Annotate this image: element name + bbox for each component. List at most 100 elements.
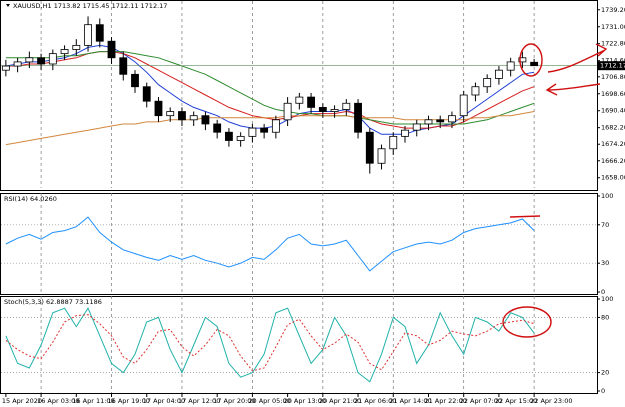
- candle-body: [424, 119, 433, 125]
- y-tick-label: 80: [601, 313, 609, 321]
- y-tick-label: 100: [601, 295, 613, 303]
- annotation-arrow: [547, 43, 608, 73]
- x-tick-label: 20 Apr 05:00: [248, 397, 290, 405]
- y-tick-label: 30: [601, 259, 609, 267]
- candle-body: [72, 44, 81, 50]
- candle-body: [37, 57, 46, 65]
- x-tick-label: 16 Apr 03:00: [37, 397, 79, 405]
- y-tick-label: 1698.60: [601, 90, 625, 98]
- x-tick-label: 21 Apr 14:00: [389, 397, 431, 405]
- candle-body: [389, 135, 398, 150]
- main-title: XAUUSD,H1 1713.82 1715.45 1712.11 1712.1…: [13, 2, 167, 10]
- stoch-panel: [0, 296, 598, 394]
- candle-body: [131, 73, 139, 88]
- candle-body: [271, 119, 280, 133]
- y-tick-label: 1714.60: [601, 57, 625, 65]
- annotation-circle: [502, 306, 552, 338]
- indicator-line: [5, 307, 535, 383]
- candle-body: [1, 65, 10, 71]
- x-tick-label: 17 Apr 12:00: [178, 397, 220, 405]
- y-tick-label: 100: [601, 192, 613, 200]
- stoch-title: Stoch(5,3,3) 62.8887 73.1186: [4, 298, 102, 306]
- y-tick-label: 1658.00: [601, 174, 625, 182]
- annotation-arrow: [545, 83, 601, 96]
- candle-body: [377, 148, 386, 164]
- rsi-panel: [0, 193, 598, 295]
- candle-body: [260, 127, 269, 133]
- candle-body: [506, 61, 515, 71]
- candle-body: [295, 96, 304, 104]
- y-tick-label: 1731.00: [601, 23, 625, 31]
- candle-body: [248, 127, 257, 137]
- candle-body: [283, 102, 292, 121]
- x-tick-label: 20 Apr 21:00: [319, 397, 361, 405]
- candle-body: [142, 86, 151, 102]
- indicator-line: [5, 216, 535, 272]
- candle-body: [48, 53, 57, 65]
- candle-body: [518, 57, 527, 63]
- annotation-line: [509, 215, 541, 218]
- x-tick-label: 16 Apr 19:00: [108, 397, 150, 405]
- candle-body: [13, 61, 22, 67]
- y-tick-label: 1739.20: [601, 6, 625, 14]
- y-tick-label: 1706.80: [601, 73, 625, 81]
- x-tick-label: 15 Apr 2020: [2, 397, 42, 405]
- candle-body: [448, 115, 456, 123]
- y-tick-label: 20: [601, 369, 609, 377]
- candle-body: [84, 24, 92, 46]
- candle-body: [459, 94, 468, 117]
- candle-body: [401, 129, 409, 137]
- candle-body: [412, 123, 421, 131]
- candle-body: [365, 131, 374, 164]
- x-tick-label: 22 Apr 07:00: [460, 397, 502, 405]
- candle-body: [307, 96, 316, 108]
- candle-body: [236, 135, 245, 141]
- y-tick-label: 1690.40: [601, 107, 625, 115]
- candle-body: [436, 119, 445, 123]
- y-tick-label: 70: [601, 221, 609, 229]
- annotation-circle: [519, 43, 543, 77]
- candle-body: [354, 102, 362, 133]
- x-tick-label: 16 Apr 11:00: [72, 397, 114, 405]
- x-tick-label: 17 Apr 04:00: [143, 397, 185, 405]
- candle-body: [471, 86, 480, 96]
- candle-body: [166, 111, 175, 117]
- price-tag-bg: [598, 61, 625, 71]
- x-tick-label: 21 Apr 06:00: [354, 397, 396, 405]
- candle-body: [60, 49, 69, 55]
- candle-body: [530, 61, 539, 67]
- x-tick-label: 21 Apr 22:00: [424, 397, 466, 405]
- main-panel: [0, 0, 598, 191]
- indicator-line: [5, 111, 535, 146]
- candle-body: [483, 78, 492, 88]
- x-tick-label: 22 Apr 15:00: [495, 397, 537, 405]
- y-tick-label: 1682.20: [601, 124, 625, 132]
- candle-body: [25, 57, 34, 63]
- candle-body: [178, 111, 186, 121]
- rsi-title: RSI(14) 64.0260: [4, 195, 57, 203]
- indicator-line: [5, 44, 535, 135]
- y-tick-label: 1666.20: [601, 157, 625, 165]
- candle-body: [201, 115, 210, 125]
- y-tick-label: 1722.80: [601, 40, 625, 48]
- indicator-line: [5, 314, 535, 372]
- candle-body: [213, 123, 222, 133]
- x-tick-label: 20 Apr 13:00: [284, 397, 326, 405]
- x-tick-label: 17 Apr 20:00: [213, 397, 255, 405]
- candle-body: [119, 57, 128, 75]
- y-tick-label: 0: [601, 387, 605, 395]
- candle-body: [224, 131, 233, 141]
- y-tick-label: 1674.20: [601, 140, 625, 148]
- x-tick-label: 22 Apr 23:00: [530, 397, 572, 405]
- candle-body: [107, 40, 116, 59]
- candle-body: [330, 109, 339, 112]
- candle-body: [95, 24, 104, 42]
- indicator-line: [5, 51, 535, 125]
- candle-body: [154, 100, 163, 117]
- candle-body: [342, 102, 351, 110]
- candle-body: [494, 69, 503, 79]
- price-tag: 1712.17: [600, 62, 625, 70]
